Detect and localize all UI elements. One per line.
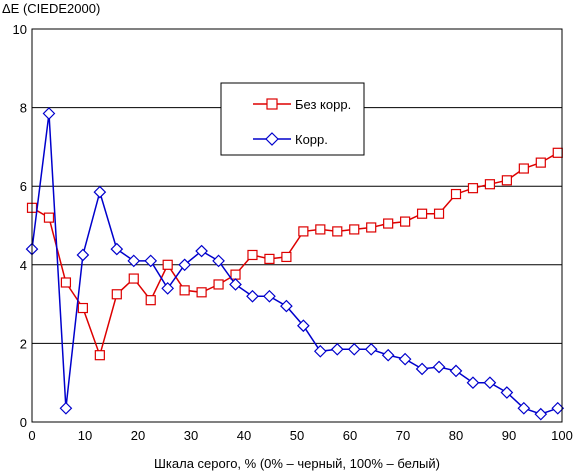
point-0-22 [400,216,411,227]
point-1-11 [212,254,225,268]
x-tick-label-20: 20 [131,428,145,443]
point-0-16 [298,226,309,237]
point-1-4 [93,185,107,199]
point-1-18 [330,342,344,356]
point-0-19 [349,224,360,235]
point-1-5 [110,242,124,256]
y-tick-labels: 0 2 4 6 8 10 [13,22,27,430]
point-0-28 [501,175,512,186]
point-0-14 [264,253,275,265]
point-1-21 [381,348,395,362]
point-0-29 [518,163,529,174]
legend-marker-bez-korr [266,98,278,110]
y-tick-label-0: 0 [20,415,27,430]
point-0-31 [552,147,563,158]
point-1-10 [195,244,208,258]
y-tick-label-4: 4 [20,258,27,273]
point-0-6 [128,273,139,284]
point-0-15 [281,251,292,263]
point-0-24 [433,208,445,219]
y-axis-title: ΔE (CIEDE2000) [2,1,100,16]
point-1-1 [42,107,56,120]
point-0-7 [145,295,156,306]
point-1-12 [229,278,242,291]
x-tick-label-0: 0 [28,428,35,443]
x-tick-label-40: 40 [237,428,251,443]
point-0-30 [535,157,546,168]
point-0-4 [94,350,105,361]
point-0-25 [450,188,462,200]
point-1-19 [347,342,361,356]
point-0-13 [247,249,258,261]
legend: Без корр. Корр. [220,82,365,156]
point-0-20 [366,222,377,233]
point-0-27 [484,179,496,190]
point-1-31 [551,401,565,415]
x-tick-label-70: 70 [396,428,410,443]
point-0-26 [467,183,479,194]
point-1-29 [517,401,531,415]
point-0-1 [43,212,55,223]
legend-label-bez-korr: Без корр. [295,97,351,112]
point-1-24 [432,360,446,374]
point-1-14 [263,289,276,303]
plot-border [31,28,563,423]
series-layer [25,107,565,421]
point-0-21 [383,218,394,229]
point-1-17 [313,344,327,358]
legend-box [220,82,365,156]
point-0-10 [196,287,207,298]
legend-label-korr: Корр. [295,132,328,147]
x-axis-title: Шкала серого, % (0% – черный, 100% – бел… [154,456,440,471]
point-1-30 [534,407,548,421]
point-1-26 [466,376,480,390]
point-1-22 [398,352,412,366]
series-bez-korr [26,147,563,361]
x-tick-label-10: 10 [78,428,92,443]
x-tick-label-60: 60 [343,428,357,443]
x-tick-label-80: 80 [449,428,463,443]
y-tick-label-10: 10 [13,22,27,37]
point-1-9 [178,258,191,272]
point-0-18 [332,226,343,237]
point-1-6 [127,254,141,268]
point-1-16 [297,319,310,333]
point-1-15 [280,299,293,313]
point-0-2 [60,277,72,288]
series-korr [25,107,565,421]
point-1-8 [161,282,175,295]
point-1-27 [483,376,497,390]
point-1-25 [449,364,463,378]
point-1-2 [59,401,73,415]
point-0-5 [111,289,122,300]
point-1-7 [144,254,158,268]
point-0-3 [77,302,88,314]
point-0-9 [179,285,190,296]
x-tick-label-50: 50 [290,428,304,443]
y-tick-label-8: 8 [20,101,27,116]
point-0-8 [162,259,173,270]
y-tick-label-2: 2 [20,336,27,351]
x-tick-label-100: 100 [551,428,573,443]
point-0-17 [315,224,326,235]
x-tick-labels: 0 10 20 30 40 50 60 70 80 90 100 [28,428,572,443]
point-1-28 [500,386,514,399]
point-1-20 [364,342,378,356]
x-tick-label-90: 90 [502,428,516,443]
point-0-12 [230,269,241,280]
point-0-11 [213,279,224,290]
point-1-23 [415,362,429,376]
point-1-3 [76,248,90,262]
point-0-23 [416,208,428,219]
point-1-13 [246,289,259,303]
y-tick-label-6: 6 [20,179,27,194]
x-tick-label-30: 30 [184,428,198,443]
legend-marker-korr [265,132,279,146]
